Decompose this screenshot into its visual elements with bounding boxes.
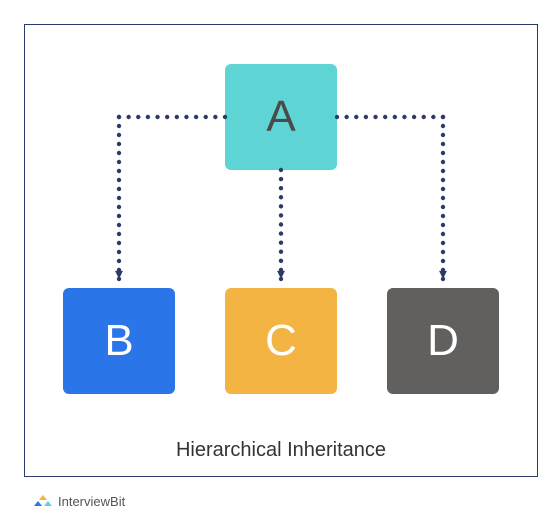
brand-text: InterviewBit — [58, 494, 125, 509]
node-label: A — [266, 92, 295, 142]
caption-text: Hierarchical Inheritance — [176, 439, 386, 461]
brand-footer: InterviewBit — [34, 494, 125, 509]
brand-logo-icon — [34, 495, 52, 509]
node-label: D — [427, 316, 459, 366]
node-label: B — [104, 316, 133, 366]
node-d: D — [387, 288, 499, 394]
node-b: B — [63, 288, 175, 394]
node-a: A — [225, 64, 337, 170]
node-label: C — [265, 316, 297, 366]
node-c: C — [225, 288, 337, 394]
diagram-caption: Hierarchical Inheritance — [24, 439, 538, 462]
